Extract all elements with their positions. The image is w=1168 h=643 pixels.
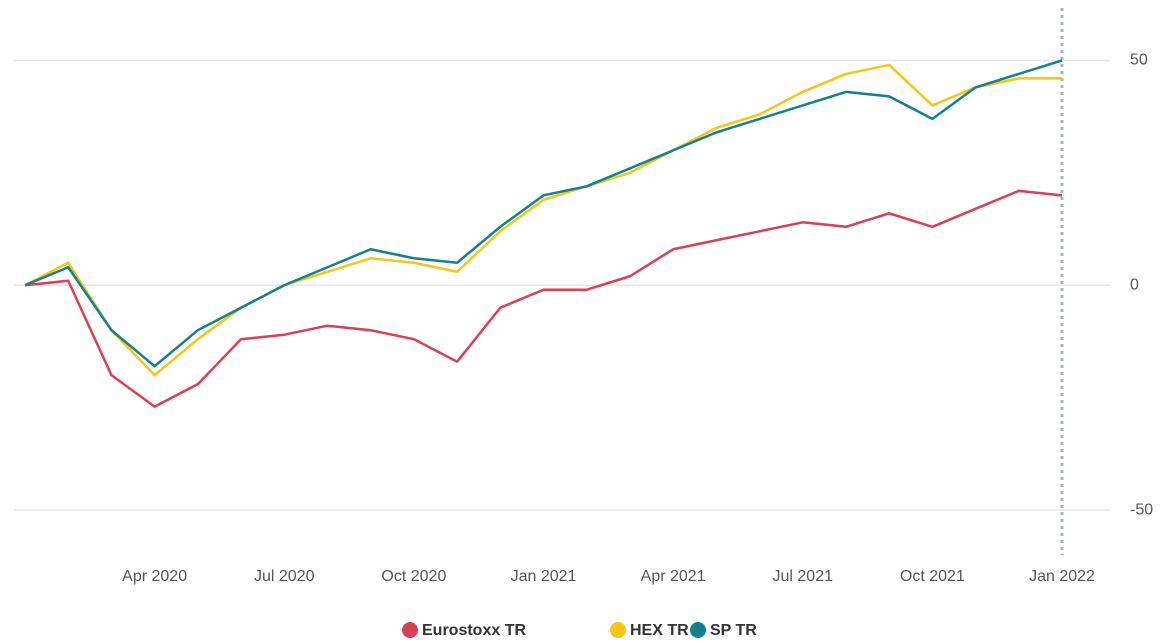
- x-tick-label: Apr 2021: [641, 568, 706, 585]
- x-tick-label: Jul 2020: [254, 568, 315, 585]
- legend-text: Eurostoxx TR: [422, 622, 526, 639]
- y-tick-label: -50: [1130, 501, 1153, 518]
- legend-marker: [610, 622, 626, 638]
- x-tick-label: Oct 2021: [900, 568, 965, 585]
- legend-text: HEX TR: [630, 622, 689, 639]
- legend-marker: [402, 622, 418, 638]
- series-line: [24, 63, 1062, 377]
- series-line: [24, 189, 1063, 408]
- x-tick-label: Oct 2020: [381, 568, 446, 585]
- x-tick-label: Jul 2021: [773, 568, 834, 585]
- x-tick-label: Apr 2020: [122, 568, 187, 585]
- x-tick-label: Jan 2022: [1029, 568, 1095, 585]
- legend-marker: [690, 622, 706, 638]
- series-line: [24, 59, 1063, 368]
- legend-text: SP TR: [710, 622, 757, 639]
- x-tick-label: Jan 2021: [511, 568, 577, 585]
- y-tick-label: 0: [1130, 276, 1139, 293]
- y-tick-label: 50: [1130, 52, 1148, 69]
